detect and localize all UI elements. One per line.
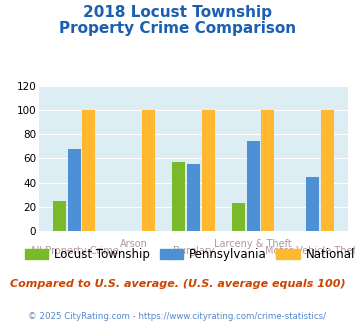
Text: © 2025 CityRating.com - https://www.cityrating.com/crime-statistics/: © 2025 CityRating.com - https://www.city… — [28, 312, 327, 321]
Bar — [82, 110, 95, 231]
Text: Compared to U.S. average. (U.S. average equals 100): Compared to U.S. average. (U.S. average … — [10, 279, 345, 289]
Text: 2018 Locust Township: 2018 Locust Township — [83, 5, 272, 20]
Legend: Locust Township, Pennsylvania, National: Locust Township, Pennsylvania, National — [20, 244, 355, 266]
Bar — [232, 203, 245, 231]
Bar — [321, 110, 334, 231]
Bar — [246, 142, 260, 231]
Bar — [142, 110, 155, 231]
Bar — [202, 110, 215, 231]
Bar — [53, 201, 66, 231]
Bar — [261, 110, 274, 231]
Bar — [68, 149, 81, 231]
Text: Motor Vehicle Theft: Motor Vehicle Theft — [266, 246, 355, 255]
Text: Larceny & Theft: Larceny & Theft — [214, 239, 292, 249]
Text: Burglary: Burglary — [173, 246, 214, 255]
Bar — [172, 162, 185, 231]
Text: Property Crime Comparison: Property Crime Comparison — [59, 21, 296, 36]
Bar — [306, 177, 319, 231]
Text: Arson: Arson — [120, 239, 148, 249]
Bar — [187, 164, 200, 231]
Text: All Property Crime: All Property Crime — [30, 246, 119, 255]
